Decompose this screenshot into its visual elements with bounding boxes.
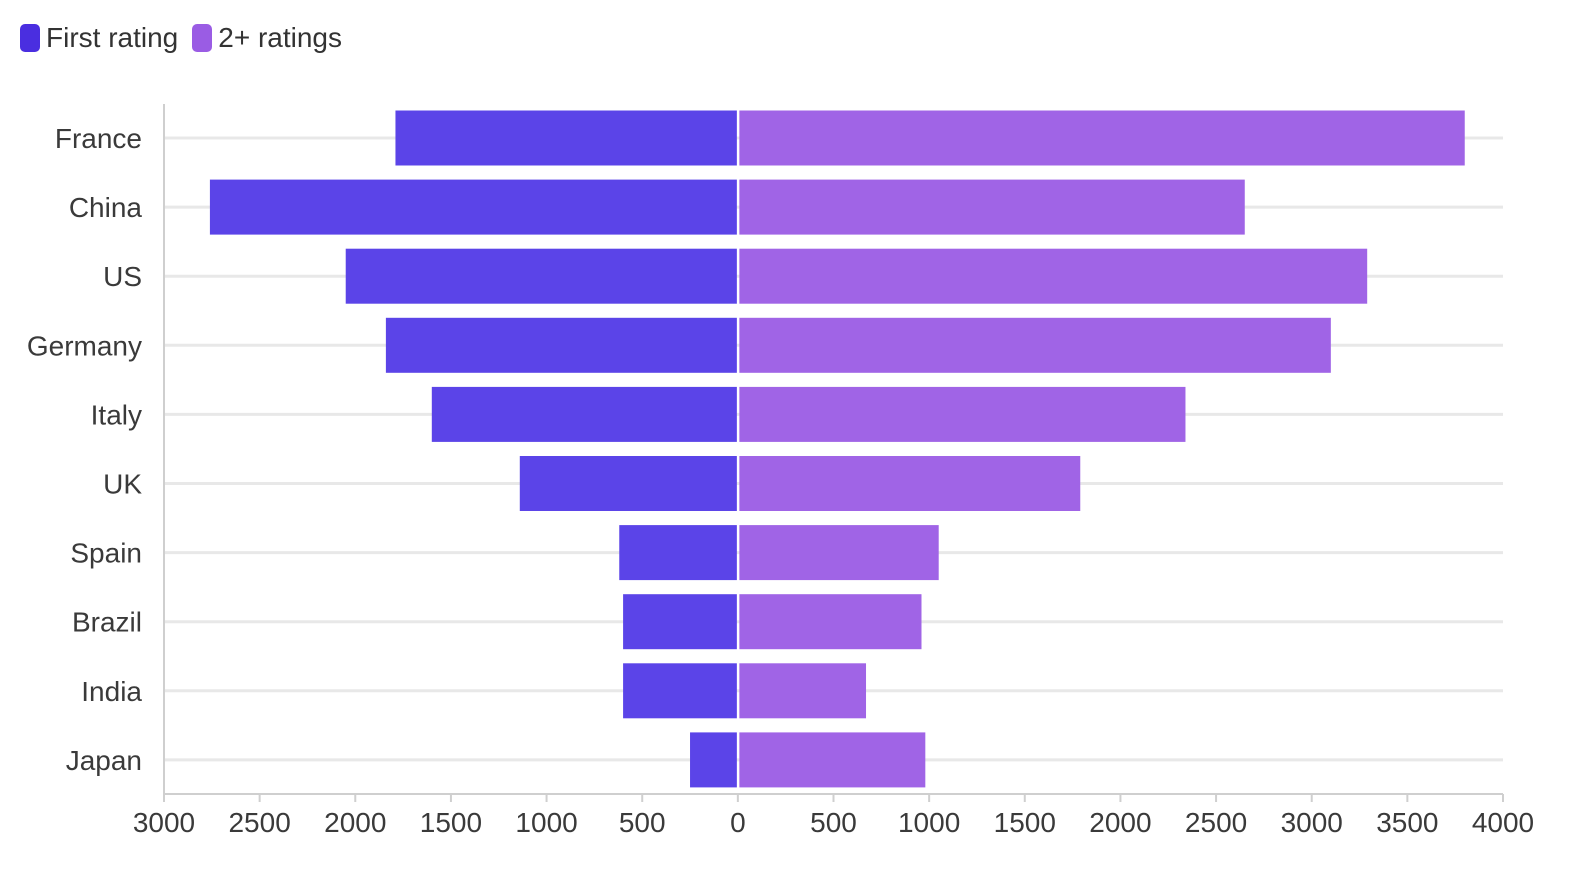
- x-tick-label: 1000: [515, 807, 577, 838]
- bars: [209, 110, 1465, 788]
- x-tick-label: 1500: [420, 807, 482, 838]
- x-tick-label: 2500: [1185, 807, 1247, 838]
- x-tick-label: 3000: [133, 807, 195, 838]
- category-label-us: US: [103, 261, 142, 292]
- legend-swatch-first-rating: [20, 24, 40, 52]
- legend-item-first-rating[interactable]: First rating: [20, 22, 178, 54]
- x-tick-label: 2500: [228, 807, 290, 838]
- x-tick-label: 3000: [1281, 807, 1343, 838]
- x-tick-label: 4000: [1472, 807, 1534, 838]
- x-tick-label: 1500: [994, 807, 1056, 838]
- x-tick-label: 1000: [898, 807, 960, 838]
- bar-repeat-ratings-spain[interactable]: [739, 525, 939, 581]
- bar-first-rating-india[interactable]: [623, 663, 737, 719]
- bar-first-rating-germany[interactable]: [385, 317, 737, 373]
- category-labels: France China US Germany Italy UK Spain Brazil In…: [27, 123, 143, 776]
- bar-repeat-ratings-uk[interactable]: [739, 456, 1081, 511]
- legend-swatch-repeat-ratings: [192, 24, 213, 52]
- bar-first-rating-china[interactable]: [209, 179, 737, 235]
- x-tick-label: 3500: [1376, 807, 1438, 838]
- bar-repeat-ratings-us[interactable]: [739, 248, 1368, 304]
- x-tick-labels: 3000 2500 2000 1500 1000 500 0 500 1000 1500 2000 2…: [133, 794, 1534, 838]
- bar-first-rating-brazil[interactable]: [623, 594, 737, 650]
- category-label-germany: Germany: [27, 330, 142, 361]
- category-label-japan: Japan: [66, 745, 142, 776]
- category-label-china: China: [69, 192, 143, 223]
- bar-first-rating-france[interactable]: [395, 110, 737, 166]
- bar-first-rating-japan[interactable]: [690, 732, 737, 788]
- bar-first-rating-spain[interactable]: [619, 525, 737, 581]
- category-label-france: France: [55, 123, 142, 154]
- bar-repeat-ratings-china[interactable]: [739, 179, 1245, 235]
- bar-repeat-ratings-india[interactable]: [739, 663, 867, 719]
- bar-first-rating-us[interactable]: [345, 248, 737, 304]
- bar-first-rating-italy[interactable]: [431, 386, 737, 442]
- bar-repeat-ratings-italy[interactable]: [739, 386, 1186, 442]
- bar-repeat-ratings-france[interactable]: [739, 110, 1465, 166]
- category-label-spain: Spain: [70, 538, 142, 569]
- x-tick-label: 500: [619, 807, 666, 838]
- category-label-india: India: [81, 676, 142, 707]
- legend-item-repeat-ratings[interactable]: 2+ ratings: [192, 22, 342, 54]
- chart-legend: First rating 2+ ratings: [20, 22, 342, 54]
- legend-label-first-rating: First rating: [46, 22, 179, 53]
- category-label-italy: Italy: [91, 399, 142, 430]
- bar-first-rating-uk[interactable]: [519, 456, 737, 511]
- bar-repeat-ratings-japan[interactable]: [739, 732, 926, 788]
- category-label-brazil: Brazil: [72, 607, 142, 638]
- x-tick-label: 2000: [1089, 807, 1151, 838]
- x-tick-label: 0: [730, 807, 746, 838]
- bar-repeat-ratings-brazil[interactable]: [739, 594, 922, 650]
- bar-repeat-ratings-germany[interactable]: [739, 317, 1331, 373]
- legend-label-repeat-ratings: 2+ ratings: [218, 22, 342, 53]
- x-tick-label: 500: [810, 807, 857, 838]
- x-tick-label: 2000: [324, 807, 386, 838]
- category-label-uk: UK: [103, 469, 142, 500]
